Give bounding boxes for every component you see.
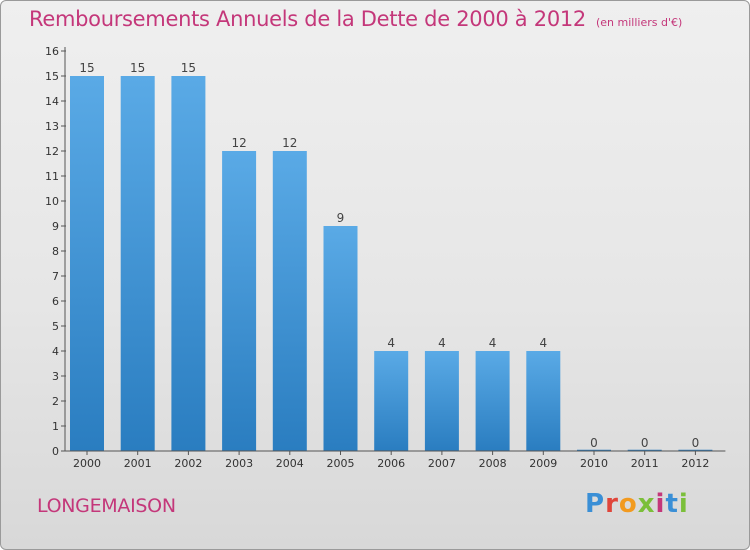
- logo-letter: x: [637, 489, 656, 519]
- data-label-2009: 4: [539, 336, 547, 350]
- y-tick-label: 16: [45, 45, 59, 58]
- chart-subtitle: (en milliers d'€): [596, 16, 683, 29]
- x-tick-label-2008: 2008: [479, 457, 507, 470]
- proxiti-logo[interactable]: Proxiti: [585, 489, 689, 519]
- bar-2004: [272, 151, 307, 451]
- logo-letter: i: [655, 489, 666, 519]
- x-tick-label-2009: 2009: [529, 457, 557, 470]
- y-tick-label: 13: [45, 120, 59, 133]
- logo-letter: r: [605, 489, 619, 519]
- y-tick-label: 3: [52, 370, 59, 383]
- data-label-2005: 9: [337, 211, 345, 225]
- x-tick-label-2002: 2002: [174, 457, 202, 470]
- data-label-2001: 15: [130, 61, 145, 75]
- data-label-2008: 4: [489, 336, 497, 350]
- x-tick-label-2006: 2006: [377, 457, 405, 470]
- logo-letter: P: [585, 489, 606, 519]
- y-tick-label: 0: [52, 445, 59, 458]
- bar-2009: [526, 351, 561, 451]
- data-label-2006: 4: [387, 336, 395, 350]
- logo-letter: i: [678, 489, 689, 519]
- x-tick-label-2004: 2004: [276, 457, 304, 470]
- y-tick-label: 12: [45, 145, 59, 158]
- data-label-2007: 4: [438, 336, 446, 350]
- x-tick-label-2001: 2001: [124, 457, 152, 470]
- logo-letter: t: [665, 489, 679, 519]
- x-tick-label-2003: 2003: [225, 457, 253, 470]
- x-tick-label-2011: 2011: [631, 457, 659, 470]
- data-label-2000: 15: [79, 61, 94, 75]
- bar-2001: [120, 76, 155, 451]
- y-tick-label: 2: [52, 395, 59, 408]
- bar-2006: [374, 351, 409, 451]
- data-label-2012: 0: [692, 436, 700, 450]
- bar-2002: [171, 76, 206, 451]
- data-label-2003: 12: [231, 136, 246, 150]
- bar-2000: [70, 76, 104, 451]
- logo-letter: o: [618, 489, 638, 519]
- data-label-2002: 15: [181, 61, 196, 75]
- bar-2007: [424, 351, 459, 451]
- chart-title: Remboursements Annuels de la Dette de 20…: [29, 7, 586, 31]
- y-tick-label: 9: [52, 220, 59, 233]
- x-axis: 2000 2001 2002 2003 2004 2005 2006 2007 2008 2009…: [65, 450, 726, 470]
- y-tick-label: 7: [52, 270, 59, 283]
- x-tick-label-2012: 2012: [681, 457, 709, 470]
- x-tick-label-2007: 2007: [428, 457, 456, 470]
- data-label-2004: 12: [282, 136, 297, 150]
- commune-name: LONGEMAISON: [37, 495, 176, 517]
- bar-2008: [475, 351, 510, 451]
- bar-2003: [222, 151, 257, 451]
- x-tick-label-2000: 2000: [73, 457, 101, 470]
- chart-header: Remboursements Annuels de la Dette de 20…: [29, 7, 682, 31]
- y-tick-label: 15: [45, 70, 59, 83]
- data-label-2011: 0: [641, 436, 649, 450]
- y-tick-label: 14: [45, 95, 59, 108]
- data-label-2010: 0: [590, 436, 598, 450]
- y-tick-label: 6: [52, 295, 59, 308]
- bars: 15 15 15 12 12 9 4 4 4 4 0 0 0: [70, 61, 713, 452]
- y-tick-label: 5: [52, 320, 59, 333]
- x-tick-label-2005: 2005: [327, 457, 355, 470]
- y-tick-label: 1: [52, 420, 59, 433]
- bar-2005: [323, 226, 358, 451]
- x-tick-label-2010: 2010: [580, 457, 608, 470]
- y-tick-label: 10: [45, 195, 59, 208]
- y-tick-label: 4: [52, 345, 59, 358]
- y-tick-label: 11: [45, 170, 59, 183]
- y-tick-label: 8: [52, 245, 59, 258]
